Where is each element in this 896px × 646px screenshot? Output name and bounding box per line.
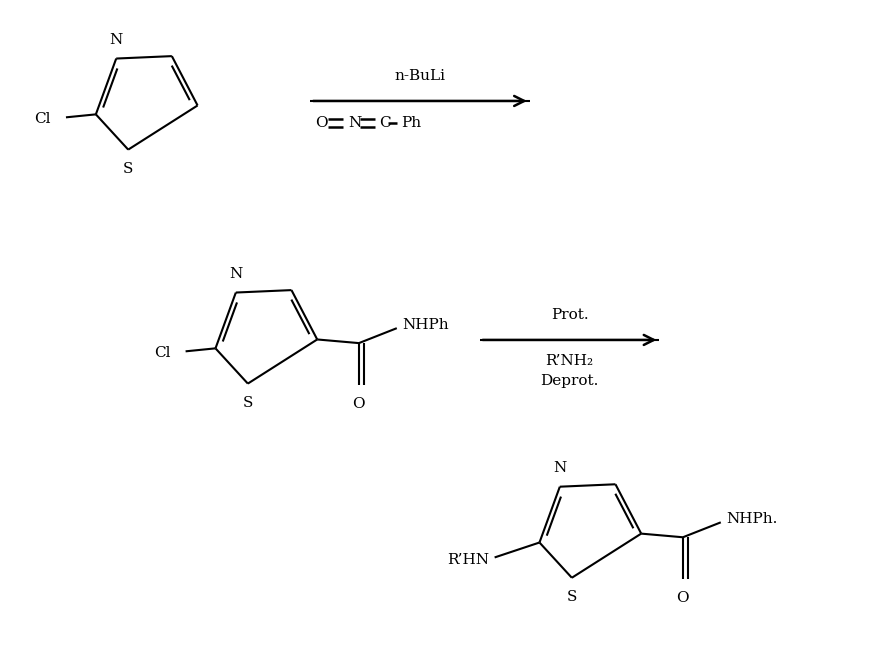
Text: N: N: [553, 461, 566, 475]
Text: S: S: [243, 395, 253, 410]
Text: N: N: [229, 267, 243, 280]
Text: O: O: [315, 116, 328, 130]
Text: Cl: Cl: [35, 112, 51, 127]
Text: N: N: [349, 116, 362, 130]
Text: R’HN: R’HN: [448, 554, 489, 567]
Text: S: S: [123, 162, 134, 176]
Text: Deprot.: Deprot.: [540, 374, 599, 388]
Text: Cl: Cl: [154, 346, 170, 360]
Text: S: S: [566, 590, 577, 604]
Text: Ph: Ph: [401, 116, 421, 130]
Text: Prot.: Prot.: [551, 308, 589, 322]
Text: C: C: [379, 116, 391, 130]
Text: N: N: [109, 32, 123, 47]
Text: O: O: [676, 591, 689, 605]
Text: NHPh.: NHPh.: [726, 512, 777, 526]
Text: NHPh: NHPh: [401, 318, 448, 332]
Text: O: O: [353, 397, 366, 411]
Text: n-BuLi: n-BuLi: [394, 69, 445, 83]
Text: R’NH₂: R’NH₂: [546, 354, 594, 368]
